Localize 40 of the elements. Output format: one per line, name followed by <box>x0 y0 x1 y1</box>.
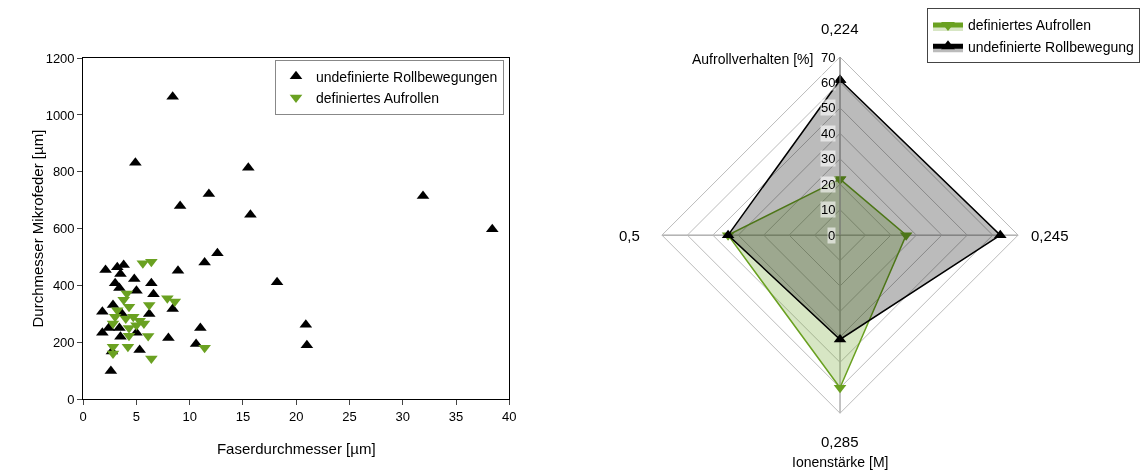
spoke-label: 0,224 <box>821 20 859 37</box>
point <box>270 276 284 286</box>
text: Ionenstärke [M] <box>792 454 889 470</box>
x-tick-label: 30 <box>395 408 410 424</box>
y-tick-label: 0 <box>67 391 75 407</box>
legend-label: definiertes Aufrollen <box>968 17 1091 34</box>
point <box>211 247 224 257</box>
x-tick-label: 20 <box>289 408 304 424</box>
legend-label: definiertes Aufrollen <box>316 90 439 107</box>
y-tick-label: 50 <box>821 100 836 115</box>
y-tick-label: 10 <box>821 202 836 217</box>
y-tick-label: 60 <box>821 75 836 90</box>
x-tick-label: 15 <box>235 408 251 424</box>
y-axis-title: Durchmesser Mikrofeder [µm] <box>29 129 47 328</box>
y-tick-label: 400 <box>52 277 75 293</box>
y-tick-label: 70 <box>821 50 836 65</box>
spoke-label: 0,245 <box>1031 227 1069 244</box>
x-tick-label: 40 <box>502 408 517 424</box>
x-tick-label: 0 <box>79 408 87 424</box>
spoke-label: 0,285 <box>821 433 859 450</box>
y-tick-label: 1000 <box>45 107 75 123</box>
x-tick-label: 5 <box>132 408 141 424</box>
point <box>198 256 211 266</box>
x-tick-label: 25 <box>342 408 357 424</box>
x-tick-label: 35 <box>448 408 464 424</box>
legend-label: undefinierte Rollbewegungen <box>316 68 498 85</box>
x-axis-title: Faserdurchmesser [µm] <box>216 440 376 458</box>
y-tick-label: 200 <box>52 334 75 350</box>
y-tick-label: 800 <box>52 164 75 180</box>
y-tick-label: 40 <box>821 126 836 141</box>
y-tick-label: 600 <box>52 221 75 237</box>
y-tick-label: 20 <box>821 177 836 192</box>
y-tick-label: 0 <box>828 228 836 243</box>
spoke-label: 0,5 <box>619 227 640 244</box>
point <box>300 339 314 349</box>
legend-label: undefinierte Rollbewegung <box>968 38 1134 55</box>
text: Aufrollverhalten [%] <box>692 51 814 67</box>
x-tick-label: 10 <box>182 408 197 424</box>
y-tick-label: 30 <box>821 151 836 166</box>
y-tick-label: 1200 <box>45 50 75 66</box>
